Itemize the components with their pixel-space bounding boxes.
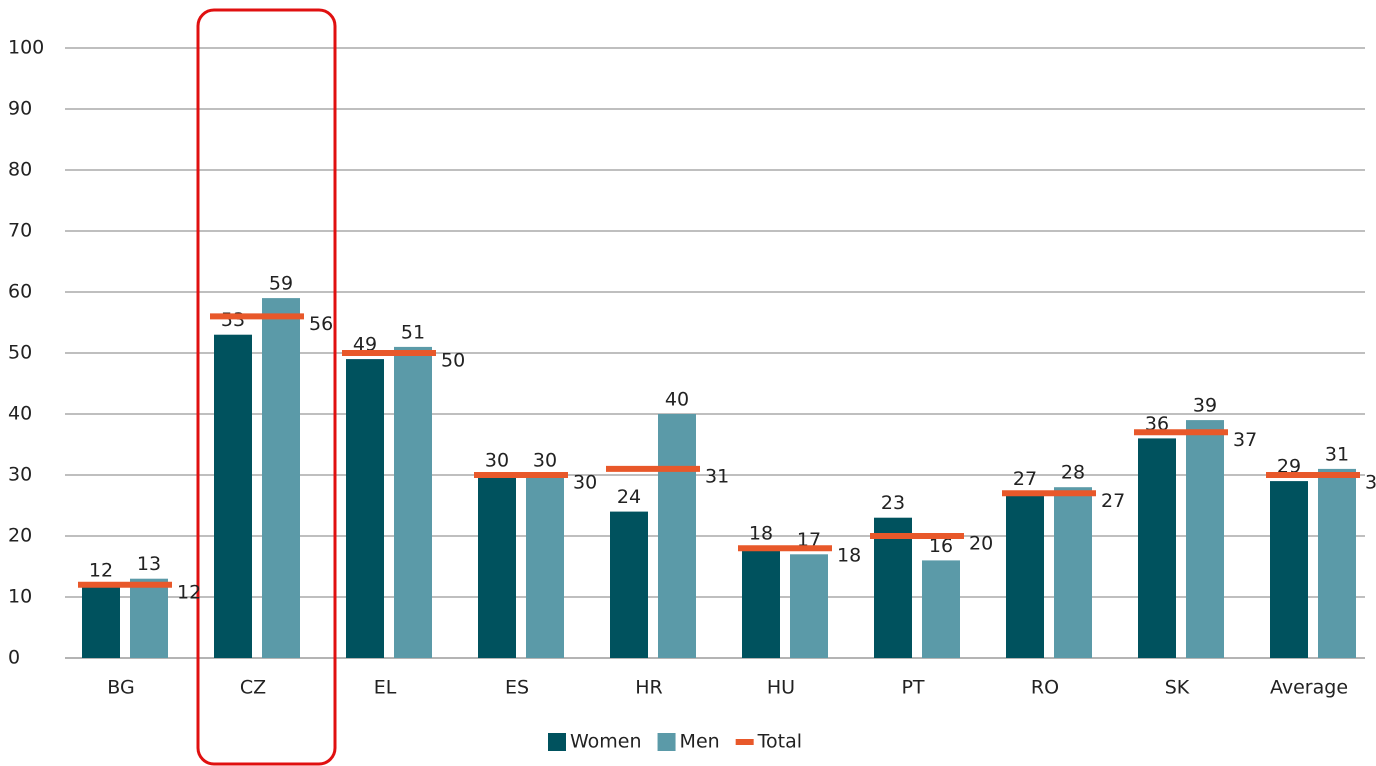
value-label: 59 bbox=[269, 273, 293, 295]
value-label: 28 bbox=[1061, 462, 1085, 484]
y-tick-label: 80 bbox=[8, 159, 32, 181]
total-label: 20 bbox=[969, 533, 993, 555]
value-label: 18 bbox=[749, 523, 773, 545]
legend-swatch bbox=[548, 733, 566, 751]
total-label: 18 bbox=[837, 545, 861, 567]
x-tick-label: RO bbox=[1031, 677, 1059, 699]
y-tick-label: 90 bbox=[8, 98, 32, 120]
bar bbox=[658, 414, 696, 658]
value-label: 39 bbox=[1193, 395, 1217, 417]
value-label: 16 bbox=[929, 535, 953, 557]
value-label: 12 bbox=[89, 559, 113, 581]
bar bbox=[1054, 487, 1092, 658]
bar bbox=[478, 475, 516, 658]
bar bbox=[346, 359, 384, 658]
x-tick-label: PT bbox=[901, 677, 924, 699]
value-label: 30 bbox=[485, 450, 509, 472]
x-tick-label: BG bbox=[107, 677, 134, 699]
bar bbox=[610, 511, 648, 658]
bar bbox=[1186, 420, 1224, 658]
y-tick-label: 70 bbox=[8, 220, 32, 242]
bar bbox=[742, 548, 780, 658]
total-label: 27 bbox=[1101, 490, 1125, 512]
x-tick-label: SK bbox=[1165, 677, 1190, 699]
y-tick-label: 100 bbox=[8, 37, 44, 59]
bar bbox=[790, 554, 828, 658]
x-tick-label: CZ bbox=[240, 677, 266, 699]
x-tick-label: HU bbox=[767, 677, 795, 699]
bar bbox=[130, 578, 168, 658]
value-label: 23 bbox=[881, 492, 905, 514]
bar bbox=[922, 560, 960, 658]
total-label: 56 bbox=[309, 313, 333, 335]
bar bbox=[526, 475, 564, 658]
y-tick-label: 30 bbox=[8, 464, 32, 486]
x-tick-label: Average bbox=[1270, 677, 1348, 699]
total-label: 30 bbox=[1365, 472, 1376, 494]
total-label: 30 bbox=[573, 472, 597, 494]
bar bbox=[394, 346, 432, 658]
total-label: 50 bbox=[441, 350, 465, 372]
bar bbox=[1138, 438, 1176, 658]
y-tick-label: 20 bbox=[8, 525, 32, 547]
value-label: 31 bbox=[1325, 443, 1349, 465]
bar bbox=[1006, 493, 1044, 658]
legend-label: Women bbox=[570, 731, 642, 753]
y-tick-label: 40 bbox=[8, 403, 32, 425]
bar bbox=[1270, 481, 1308, 658]
total-label: 12 bbox=[177, 581, 201, 603]
bar bbox=[82, 584, 120, 658]
x-tick-label: EL bbox=[374, 677, 397, 699]
bar bbox=[874, 517, 912, 658]
total-label: 37 bbox=[1233, 429, 1257, 451]
bar bbox=[1318, 468, 1356, 658]
highlight-box bbox=[196, 8, 337, 766]
legend-label: Total bbox=[757, 731, 802, 753]
value-label: 24 bbox=[617, 486, 641, 508]
y-tick-label: 10 bbox=[8, 586, 32, 608]
legend-swatch bbox=[735, 739, 754, 745]
value-label: 27 bbox=[1013, 468, 1037, 490]
x-tick-label: HR bbox=[635, 677, 663, 699]
legend-label: Men bbox=[680, 731, 720, 753]
y-tick-label: 0 bbox=[8, 647, 20, 669]
value-label: 53 bbox=[221, 309, 245, 331]
bar bbox=[214, 334, 252, 658]
bar bbox=[262, 298, 300, 658]
legend-swatch bbox=[657, 733, 676, 751]
y-tick-label: 50 bbox=[8, 342, 32, 364]
x-tick-label: ES bbox=[505, 677, 529, 699]
value-label: 30 bbox=[533, 450, 557, 472]
value-label: 51 bbox=[401, 321, 425, 343]
value-label: 13 bbox=[137, 553, 161, 575]
y-tick-label: 60 bbox=[8, 281, 32, 303]
total-label: 31 bbox=[705, 465, 729, 487]
value-label: 40 bbox=[665, 389, 689, 411]
